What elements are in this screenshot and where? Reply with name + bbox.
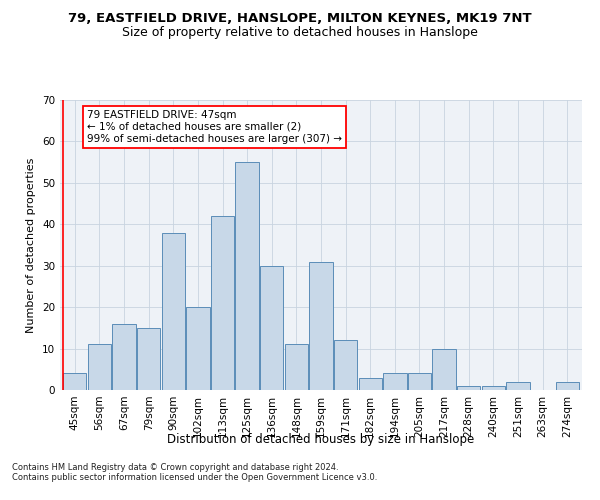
Bar <box>457 386 481 390</box>
Bar <box>186 307 209 390</box>
Y-axis label: Number of detached properties: Number of detached properties <box>26 158 37 332</box>
Text: Distribution of detached houses by size in Hanslope: Distribution of detached houses by size … <box>167 432 475 446</box>
Text: Size of property relative to detached houses in Hanslope: Size of property relative to detached ho… <box>122 26 478 39</box>
Bar <box>310 262 332 390</box>
Bar <box>137 328 160 390</box>
Bar <box>235 162 259 390</box>
Bar <box>112 324 136 390</box>
Bar <box>161 232 185 390</box>
Bar <box>408 374 431 390</box>
Bar <box>63 374 86 390</box>
Text: 79, EASTFIELD DRIVE, HANSLOPE, MILTON KEYNES, MK19 7NT: 79, EASTFIELD DRIVE, HANSLOPE, MILTON KE… <box>68 12 532 26</box>
Bar <box>506 382 530 390</box>
Bar <box>88 344 111 390</box>
Text: Contains public sector information licensed under the Open Government Licence v3: Contains public sector information licen… <box>12 474 377 482</box>
Bar <box>334 340 358 390</box>
Bar <box>433 348 456 390</box>
Bar <box>383 374 407 390</box>
Bar <box>556 382 579 390</box>
Text: Contains HM Land Registry data © Crown copyright and database right 2024.: Contains HM Land Registry data © Crown c… <box>12 464 338 472</box>
Bar <box>284 344 308 390</box>
Bar <box>482 386 505 390</box>
Text: 79 EASTFIELD DRIVE: 47sqm
← 1% of detached houses are smaller (2)
99% of semi-de: 79 EASTFIELD DRIVE: 47sqm ← 1% of detach… <box>87 110 342 144</box>
Bar <box>211 216 234 390</box>
Bar <box>359 378 382 390</box>
Bar <box>260 266 283 390</box>
